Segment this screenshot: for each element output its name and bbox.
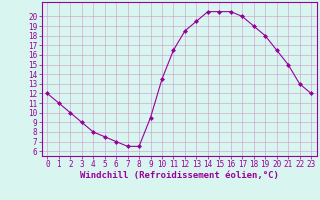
- X-axis label: Windchill (Refroidissement éolien,°C): Windchill (Refroidissement éolien,°C): [80, 171, 279, 180]
